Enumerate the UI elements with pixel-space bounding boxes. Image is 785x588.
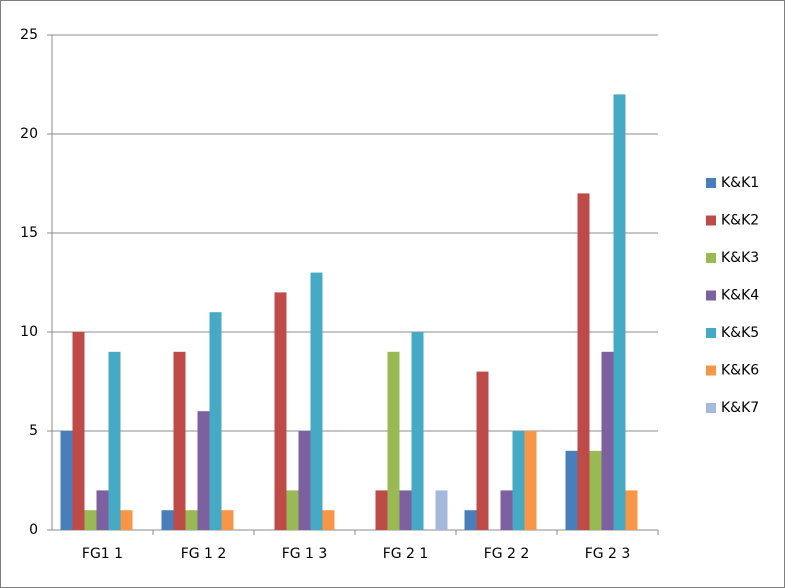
- bar: [274, 292, 287, 530]
- bar: [512, 431, 525, 530]
- bar: [399, 490, 412, 530]
- bar: [601, 351, 614, 530]
- x-tick-label: FG 1 2: [181, 546, 227, 562]
- y-tick-label: 0: [29, 522, 38, 538]
- y-tick-label: 15: [20, 225, 38, 241]
- bar: [286, 490, 299, 530]
- legend-label: K&K4: [721, 288, 759, 304]
- bar: [161, 510, 174, 530]
- bar: [298, 431, 311, 530]
- bar: [589, 450, 602, 530]
- y-tick-label: 5: [29, 423, 38, 439]
- bar: [500, 490, 513, 530]
- legend-swatch: [706, 253, 716, 263]
- legend-swatch: [706, 215, 716, 226]
- legend-label: K&K3: [721, 250, 759, 266]
- bar: [209, 312, 222, 530]
- legend-label: K&K2: [721, 213, 759, 229]
- bar: [464, 510, 477, 530]
- bar: [120, 510, 133, 530]
- legend-swatch: [706, 328, 716, 338]
- x-tick-label: FG1 1: [82, 546, 123, 562]
- bar: [411, 332, 424, 530]
- bar: [108, 351, 121, 530]
- x-tick-label: FG 2 1: [383, 546, 429, 562]
- legend-swatch: [706, 365, 716, 376]
- x-tick-label: FG 2 3: [585, 546, 631, 562]
- legend-label: K&K7: [721, 400, 759, 416]
- y-tick-label: 10: [20, 324, 38, 340]
- bar: [613, 94, 626, 531]
- bar: [322, 510, 335, 530]
- bar: [173, 351, 186, 530]
- bar: [476, 371, 489, 530]
- legend-swatch: [706, 403, 716, 413]
- bar: [310, 272, 323, 530]
- legend-label: K&K6: [721, 363, 759, 379]
- bar: [435, 490, 448, 530]
- legend-swatch: [706, 178, 716, 188]
- bar: [72, 332, 85, 530]
- bar: [625, 490, 638, 530]
- legend-swatch: [706, 290, 716, 301]
- bar: [221, 510, 234, 530]
- y-tick-label: 25: [20, 27, 38, 43]
- legend-label: K&K1: [721, 175, 759, 191]
- bar: [197, 411, 210, 530]
- bar: [185, 510, 198, 530]
- bar: [84, 510, 97, 530]
- bar: [577, 193, 590, 530]
- bar: [565, 450, 578, 530]
- bar: [524, 431, 537, 530]
- bar: [375, 490, 388, 530]
- legend-label: K&K5: [721, 325, 759, 341]
- bar: [387, 351, 400, 530]
- y-tick-label: 20: [20, 126, 38, 142]
- x-tick-label: FG 2 2: [484, 546, 530, 562]
- bar: [96, 490, 109, 530]
- x-tick-label: FG 1 3: [282, 546, 328, 562]
- bar: [60, 431, 73, 530]
